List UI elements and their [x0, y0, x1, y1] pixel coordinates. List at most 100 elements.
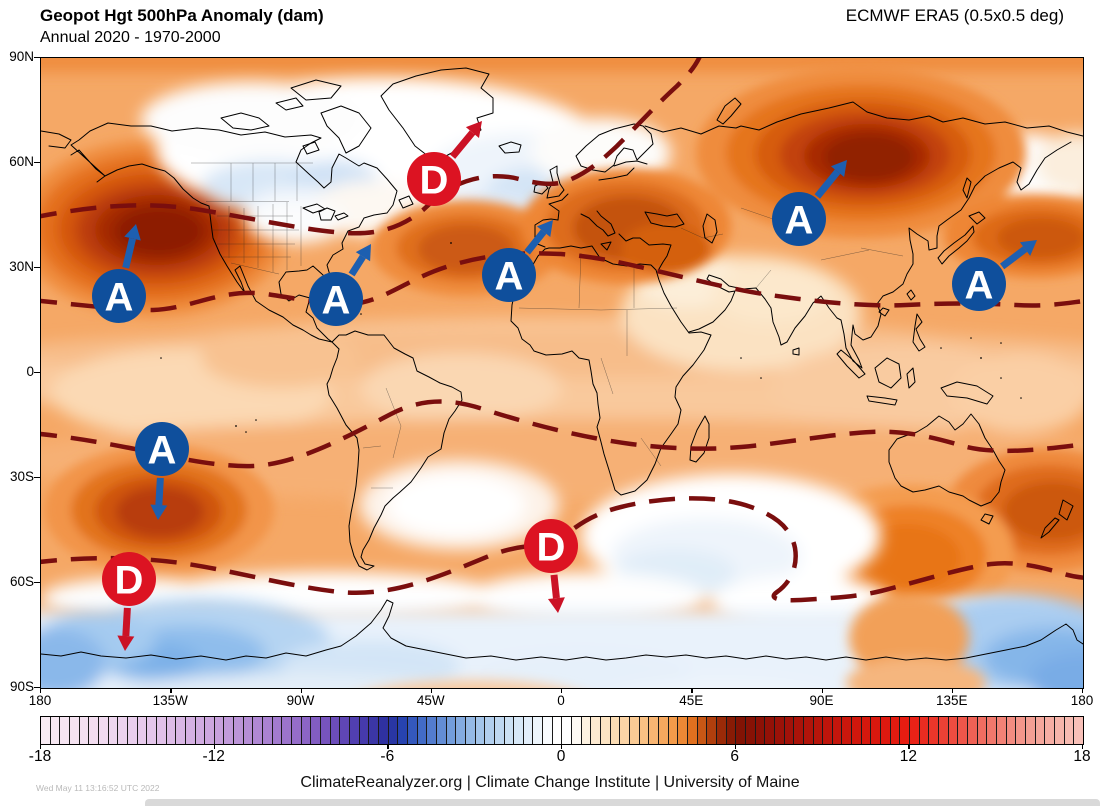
colorbar-tick	[387, 745, 389, 749]
contour-line-nh-polar	[41, 58, 702, 236]
colorbar-cell	[600, 717, 610, 744]
lon-label: 45W	[416, 693, 445, 708]
high-anomaly-south-pacific-letter: A	[148, 428, 177, 472]
colorbar-tick	[561, 745, 563, 749]
colorbar-cell	[107, 717, 118, 744]
high-anomaly-north-pacific-letter: A	[105, 275, 134, 319]
colorbar-cell	[706, 717, 716, 744]
high-anomaly-west-atlantic-arrowhead	[355, 244, 371, 262]
lon-label: 45E	[679, 693, 704, 708]
colorbar-cell	[744, 717, 755, 744]
colorbar-cell	[426, 717, 436, 744]
colorbar-tick	[1082, 745, 1084, 749]
lat-label: 90N	[9, 49, 34, 64]
high-anomaly-north-pacific-circle	[92, 269, 146, 323]
coastline-africa	[510, 245, 712, 496]
high-anomaly-central-asia-circle	[772, 192, 826, 246]
colorbar-cell	[696, 717, 707, 744]
contour-line-nh-subtropic	[41, 251, 1083, 313]
lat-label: 60N	[9, 154, 34, 169]
colorbar-cell	[78, 717, 89, 744]
colorbar-cell	[773, 717, 784, 744]
colorbar-cell	[619, 717, 630, 744]
political-borders-layer	[191, 162, 904, 489]
footer-credit: ClimateReanalyzer.org | Climate Change I…	[300, 774, 800, 791]
colorbar-cell	[41, 717, 50, 744]
colorbar-cell	[831, 717, 842, 744]
coastline-iberia-france	[534, 193, 569, 248]
colorbar-cell	[532, 717, 543, 744]
anomaly-antarctic-warm-layer	[382, 593, 986, 688]
coastline-indonesia	[836, 349, 994, 406]
lon-tick	[430, 688, 433, 693]
lat-label: 30N	[9, 259, 34, 274]
colorbar-cell	[435, 717, 446, 744]
colorbar-cell	[889, 717, 900, 744]
low-anomaly-south-atlantic-arrow	[550, 574, 560, 599]
colorbar-cell	[860, 717, 871, 744]
lat-tick	[34, 162, 40, 164]
colorbar	[40, 716, 1084, 745]
high-anomaly-west-atlantic-letter: A	[322, 278, 351, 322]
coastline-madagascar	[689, 415, 710, 463]
colorbar-cell	[503, 717, 514, 744]
colorbar-cell	[870, 717, 881, 744]
coastline-great-lakes	[302, 203, 349, 221]
coastline-mediterranean	[580, 210, 672, 270]
low-anomaly-south-atlantic-arrowhead	[547, 597, 565, 613]
high-anomaly-central-asia-arrow	[814, 169, 841, 199]
high-anomaly-south-pacific-arrowhead	[150, 504, 168, 520]
lat-tick	[34, 582, 40, 584]
high-anomaly-west-pacific-circle	[952, 257, 1006, 311]
colorbar-cell	[184, 717, 195, 744]
colorbar-cell	[455, 717, 465, 744]
colorbar-cell	[783, 717, 794, 744]
lon-label: 180	[28, 693, 52, 708]
lon-label: 90W	[286, 693, 315, 708]
coastline-newfoundland	[398, 195, 414, 209]
coastline-asia-pacific-south	[688, 141, 1072, 369]
colorbar-cell	[271, 717, 282, 744]
colorbar-cell	[841, 717, 852, 744]
colorbar-cell	[126, 717, 137, 744]
high-anomaly-south-pacific-circle	[135, 422, 189, 476]
coastline-south-america	[326, 330, 463, 571]
colorbar-cell	[686, 717, 697, 744]
lat-tick	[34, 687, 40, 689]
colorbar-cell	[1044, 717, 1054, 744]
lat-tick	[34, 57, 40, 59]
lat-tick	[34, 477, 40, 479]
colorbar-cell	[909, 717, 919, 744]
colorbar-cell	[638, 717, 649, 744]
colorbar-cell	[764, 717, 774, 744]
colorbar-cell	[68, 717, 79, 744]
colorbar-tick-label: -12	[202, 748, 225, 765]
colorbar-cell	[213, 717, 224, 744]
low-anomaly-southeast-pacific-arrowhead	[117, 635, 135, 651]
dataset-source-label: ECMWF ERA5 (0.5x0.5 deg)	[845, 6, 1064, 25]
colorbar-cell	[551, 717, 562, 744]
high-anomaly-east-atlantic-letter: A	[495, 254, 524, 298]
lat-label: 60S	[9, 574, 34, 589]
coastlines-layer	[41, 67, 1083, 661]
colorbar-cell	[812, 717, 823, 744]
colorbar-cell	[1063, 717, 1074, 744]
colorbar-cell	[947, 717, 958, 744]
colorbar-cell	[49, 717, 60, 744]
colorbar-cell	[1024, 717, 1035, 744]
colorbar-cell	[416, 717, 427, 744]
lon-tick	[40, 688, 42, 693]
high-anomaly-west-atlantic-circle	[309, 272, 363, 326]
low-anomaly-greenland-letter: D	[420, 158, 449, 202]
figure-subtitle: Annual 2020 - 1970-2000	[40, 29, 221, 46]
low-anomaly-southeast-pacific-arrow	[122, 607, 131, 637]
colorbar-cell	[474, 717, 485, 744]
colorbar-cell	[339, 717, 349, 744]
lon-tick	[821, 688, 823, 693]
colorbar-cell	[155, 717, 166, 744]
coastline-scandinavia-baltic	[575, 123, 654, 181]
colorbar-cell	[918, 717, 929, 744]
colorbar-tick-label: -6	[380, 748, 395, 765]
colorbar-cell	[648, 717, 658, 744]
bottom-partial-bar	[145, 799, 1100, 806]
